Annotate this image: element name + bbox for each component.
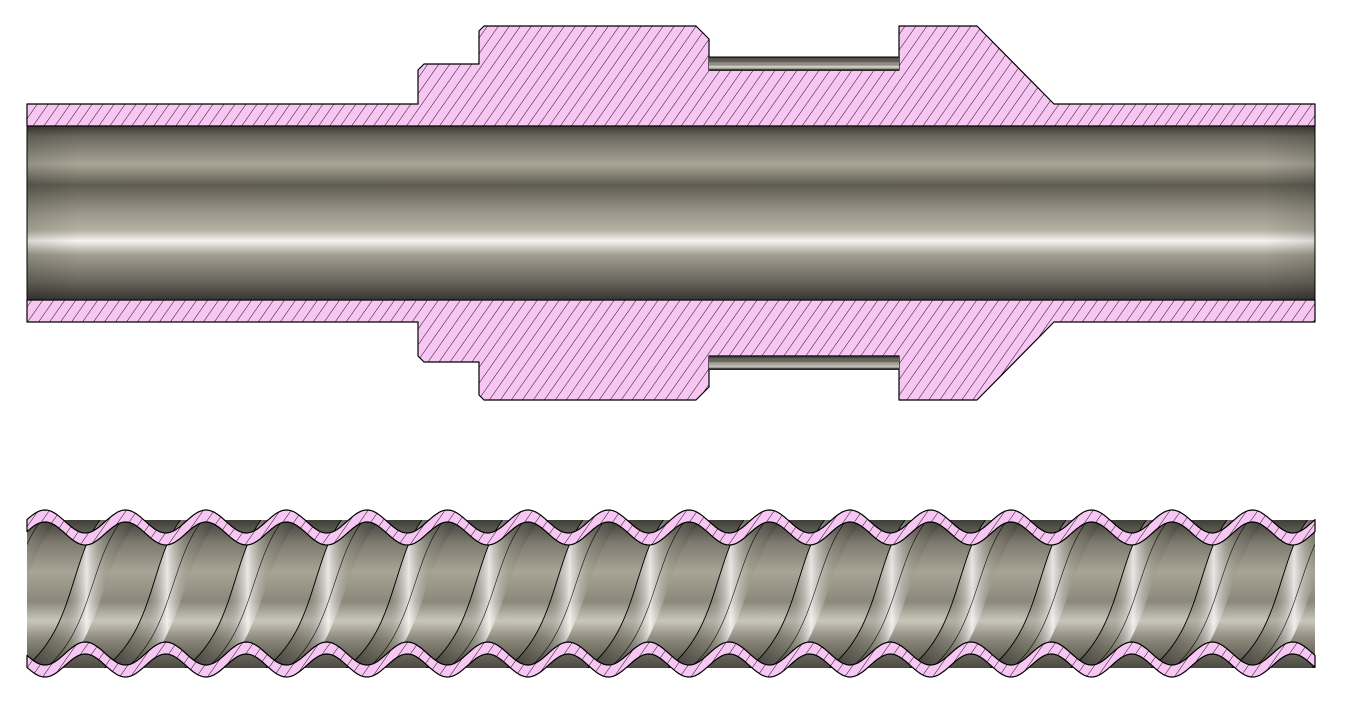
fitting-body-upper-section (26, 25, 1316, 127)
corrugated-wall-upper-section (26, 509, 1316, 546)
helix-edge-line (1253, 543, 1315, 668)
helical-ridge (909, 520, 1024, 668)
helical-ridge (426, 520, 541, 668)
helical-ridge (104, 520, 219, 668)
helix-edge-line (770, 520, 847, 668)
helix-edge-line (1172, 520, 1250, 668)
groove-upper (709, 56, 899, 71)
helix-edge-line (367, 520, 445, 668)
helical-ridge (587, 520, 702, 668)
helical-ridge (990, 520, 1104, 668)
helical-ridge (1312, 665, 1315, 668)
helical-ridge (346, 520, 460, 668)
helix-edge-line (689, 520, 767, 668)
helical-ridge (27, 520, 58, 580)
smooth-bore-tube (26, 125, 1316, 301)
helical-ridge (748, 520, 863, 668)
helix-edge-line (1334, 520, 1346, 668)
helix-edge-line (1092, 520, 1169, 668)
helix-edge-line (448, 520, 525, 668)
helical-ridge (1070, 520, 1185, 668)
corrugated-wall-lower-section (26, 641, 1316, 678)
helix-edge-line (1011, 520, 1089, 668)
helical-corrugated-core (0, 520, 1346, 668)
straight-tube-fitting-section (26, 25, 1316, 401)
helical-ridge (265, 520, 380, 668)
helix-edge-line (528, 520, 606, 668)
helical-ridge (507, 520, 621, 668)
helix-edge-line (206, 520, 284, 668)
helix-edge-line (1311, 664, 1315, 668)
helical-ridge (1231, 520, 1315, 668)
helix-edge-line (850, 520, 928, 668)
helix-edge-line (45, 520, 123, 668)
helix-edge-line (0, 520, 20, 668)
helix-edge-line (27, 520, 42, 546)
helical-ridges (0, 520, 1346, 668)
helix-edge-line (609, 520, 686, 668)
helical-ridge (829, 520, 943, 668)
fitting-body-lower-section (26, 299, 1316, 401)
helical-ridge (1151, 520, 1265, 668)
corrugated-tube-section (0, 509, 1346, 678)
helical-ridge (185, 520, 299, 668)
helix-edge-line (931, 520, 1008, 668)
groove-lower (709, 355, 899, 370)
helix-edge-line (126, 520, 203, 668)
helix-edge-line (287, 520, 364, 668)
helical-ridge (668, 520, 782, 668)
